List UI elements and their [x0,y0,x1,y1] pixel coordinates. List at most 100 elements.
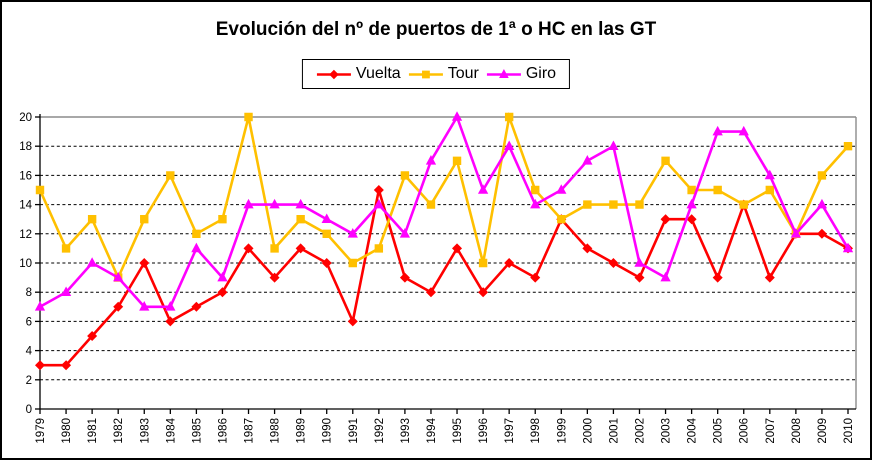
data-point-vuelta-2001 [608,257,619,269]
svg-text:14: 14 [19,200,32,212]
data-point-vuelta-1994 [425,287,436,298]
legend: Vuelta Tour Giro [301,59,571,89]
data-point-giro-1994 [425,155,437,165]
svg-text:1999: 1999 [556,418,568,444]
svg-text:1984: 1984 [165,417,177,443]
data-point-vuelta-1988 [269,272,280,283]
data-point-vuelta-1998 [530,272,541,283]
data-point-vuelta-1981 [87,330,98,342]
data-point-tour-2003 [661,156,670,165]
data-point-tour-2001 [609,200,618,209]
data-point-giro-2005 [712,125,723,136]
data-point-vuelta-1996 [478,287,489,298]
data-point-tour-1983 [140,215,149,224]
data-point-tour-1986 [218,215,227,224]
data-point-tour-2005 [713,185,722,195]
x-axis-labels: 1979 1980 1981 1982 1983 1984 1985 1986 1987 1988… [35,417,855,443]
data-point-tour-1994 [426,200,436,209]
svg-text:8: 8 [26,287,32,299]
data-point-vuelta-1983 [139,257,150,269]
data-point-tour-1985 [192,229,201,238]
svg-text:1979: 1979 [35,418,47,444]
legend-label-tour: Tour [447,65,479,82]
data-point-vuelta-2003 [660,214,671,225]
data-point-tour-1996 [478,258,488,268]
data-point-giro-1991 [347,228,358,238]
data-point-giro-2007 [764,169,775,180]
data-point-vuelta-2004 [686,214,697,225]
data-point-tour-2009 [817,171,827,180]
data-point-vuelta-1979 [34,360,46,371]
data-point-giro-1981 [86,257,98,267]
data-point-vuelta-1984 [165,316,176,327]
data-point-tour-1995 [452,156,462,165]
svg-text:12: 12 [19,229,32,241]
svg-text:2: 2 [26,375,32,387]
data-point-giro-1998 [530,198,541,209]
data-point-giro-1995 [451,111,463,121]
svg-text:1988: 1988 [270,418,282,444]
svg-text:2005: 2005 [713,418,725,444]
data-point-tour-1987 [244,112,253,122]
data-point-tour-1998 [531,185,540,195]
data-point-tour-1980 [61,244,71,253]
svg-text:2002: 2002 [634,418,646,444]
data-point-vuelta-1992 [373,184,384,196]
svg-text:2008: 2008 [791,418,803,444]
svg-text:2000: 2000 [582,418,594,444]
svg-text:2006: 2006 [739,418,751,444]
svg-text:1995: 1995 [452,418,464,444]
data-point-tour-1999 [557,215,566,224]
data-point-tour-1988 [270,244,279,253]
data-point-giro-1985 [191,242,202,253]
svg-text:1986: 1986 [217,418,229,444]
svg-text:1991: 1991 [348,418,360,444]
svg-text:10: 10 [19,258,32,270]
data-point-giro-2009 [816,198,828,209]
data-point-tour-1979 [35,185,45,195]
data-point-giro-1999 [556,184,567,194]
data-point-vuelta-1990 [321,257,332,269]
data-point-tour-2006 [739,200,748,209]
legend-item-tour: Tour [408,65,479,83]
data-point-tour-2010 [843,142,853,151]
data-point-giro-1997 [504,140,515,150]
y-axis-labels: 0 2 4 6 8 10 12 14 16 18 20 [19,112,32,416]
data-point-giro-1990 [321,213,332,223]
data-point-tour-1981 [87,215,97,224]
vuelta-line-marker-icon [316,69,351,79]
data-point-giro-1993 [399,228,411,238]
data-point-vuelta-2007 [764,272,775,283]
data-point-vuelta-1982 [113,301,124,312]
data-point-giro-2001 [608,140,619,150]
data-point-giro-1980 [60,286,72,296]
data-point-giro-2000 [582,155,593,165]
data-point-vuelta-1989 [295,243,306,254]
data-point-vuelta-1995 [452,243,463,254]
data-point-giro-1986 [217,271,228,282]
chart-title: Evolución del nº de puertos de 1ª o HC e… [215,19,657,40]
tour-line-marker-icon [408,70,443,78]
legend-item-vuelta: Vuelta [316,65,401,83]
svg-text:1990: 1990 [322,418,334,444]
data-point-tour-2007 [765,185,775,195]
data-point-giro-2008 [790,228,802,238]
data-point-vuelta-2009 [816,228,827,239]
svg-text:1982: 1982 [113,418,125,444]
data-point-giro-2010 [842,242,854,253]
data-point-vuelta-2005 [712,272,723,283]
data-point-tour-1992 [374,244,384,253]
svg-text:1994: 1994 [426,417,438,443]
svg-text:2007: 2007 [765,418,777,444]
axes [39,114,856,410]
data-point-vuelta-2000 [582,243,593,254]
data-point-giro-1989 [295,198,306,209]
svg-text:1992: 1992 [374,418,386,444]
svg-text:16: 16 [19,170,32,182]
data-point-tour-1984 [166,171,175,180]
legend-item-giro: Giro [486,65,556,83]
data-point-tour-2000 [583,200,592,209]
legend-label-giro: Giro [525,65,557,82]
svg-text:2009: 2009 [817,418,829,444]
